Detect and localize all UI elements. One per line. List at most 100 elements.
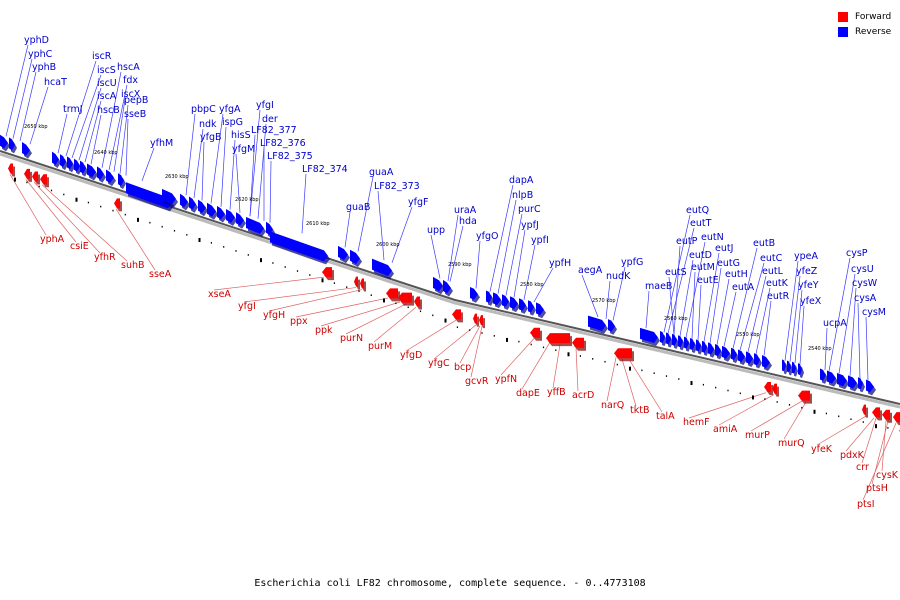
reverse-gene-arrow <box>246 217 264 234</box>
reverse-label-leader <box>249 109 261 217</box>
minor-tick <box>247 254 249 256</box>
reverse-gene-label: eutH <box>725 269 748 280</box>
reverse-gene-arrow <box>666 332 671 345</box>
forward-gene-arrow <box>882 409 890 420</box>
reverse-gene-label: yfgB <box>200 132 222 143</box>
reverse-label-leader <box>784 260 799 361</box>
forward-gene-label: tktB <box>630 405 649 416</box>
reverse-label-leader <box>201 141 205 201</box>
reverse-gene-label: eutA <box>732 282 755 293</box>
forward-gene-arrow <box>530 327 540 338</box>
minor-tick <box>530 343 532 346</box>
reverse-label-leader <box>523 244 536 300</box>
reverse-gene-arrow <box>678 335 683 348</box>
forward-gene-label: murQ <box>778 438 805 449</box>
minor-tick <box>296 270 299 272</box>
reverse-label-leader <box>849 287 857 376</box>
reverse-label-leader <box>865 316 869 381</box>
forward-gene-label: yfhR <box>94 252 116 263</box>
minor-tick <box>309 274 311 276</box>
reverse-gene-arrow <box>9 137 15 151</box>
minor-tick <box>825 412 827 415</box>
reverse-gene-arrow <box>746 351 753 364</box>
minor-tick <box>481 332 483 334</box>
reverse-label-leader <box>257 123 267 219</box>
minor-tick <box>333 282 335 284</box>
forward-gene-arrow <box>764 382 771 393</box>
reverse-gene-label: iscS <box>97 65 116 76</box>
minor-tick <box>38 185 40 188</box>
reverse-gene-label: LF82_374 <box>302 164 348 175</box>
reverse-gene-label: ypeA <box>794 251 818 262</box>
reverse-gene-arrow <box>827 370 836 384</box>
reverse-label-leader <box>449 225 464 282</box>
scale-label: 2590 kbp <box>448 262 472 268</box>
reverse-gene-arrow <box>126 182 172 209</box>
reverse-gene-arrow <box>372 258 392 277</box>
forward-gene-label: ptsH <box>866 483 888 494</box>
minor-tick <box>370 294 372 296</box>
forward-gene-label: gcvR <box>465 376 489 387</box>
reverse-label-leader <box>119 104 129 174</box>
reverse-gene-arrow <box>338 245 348 261</box>
reverse-gene-label: eutD <box>689 250 712 261</box>
reverse-gene-arrow <box>702 340 707 353</box>
forward-gene-label: yfgH <box>263 310 285 321</box>
forward-label-leader <box>606 357 617 402</box>
reverse-gene-arrow <box>731 347 737 361</box>
forward-label-leader <box>750 400 803 432</box>
reverse-gene-label: yfgA <box>219 104 241 115</box>
reverse-label-leader <box>489 184 514 292</box>
reverse-gene-label: yfeX <box>800 296 822 307</box>
forward-gene-label: amiA <box>713 424 738 435</box>
reverse-gene-arrow <box>266 221 273 236</box>
forward-label-leader <box>629 360 663 413</box>
minor-tick <box>579 355 581 357</box>
reverse-gene-arrow <box>798 363 802 376</box>
forward-gene-label: cysK <box>876 470 899 481</box>
reverse-gene-arrows <box>0 134 876 396</box>
reverse-gene-arrow <box>787 360 791 373</box>
forward-label-leader <box>470 326 483 378</box>
major-tick <box>813 409 816 414</box>
reverse-gene-label: cysP <box>846 248 868 259</box>
reverse-gene-arrow <box>696 339 701 352</box>
forward-gene-label: ypfN <box>495 374 517 385</box>
major-tick <box>14 177 16 182</box>
major-tick <box>875 424 877 429</box>
reverse-gene-label: eutC <box>760 253 783 264</box>
reverse-gene-arrow <box>738 349 745 363</box>
major-tick <box>321 278 324 283</box>
forward-label-leader <box>320 301 401 327</box>
reverse-label-leader <box>747 275 767 353</box>
reverse-label-leader <box>755 287 771 354</box>
forward-label-leader <box>459 325 481 364</box>
minor-tick <box>678 378 680 380</box>
minor-tick <box>395 302 397 305</box>
reverse-label-leader <box>229 139 236 210</box>
reverse-gene-label: ndk <box>199 119 217 130</box>
reverse-gene-arrow <box>52 151 59 165</box>
reverse-gene-arrow <box>80 160 86 174</box>
forward-label-leader <box>268 289 363 312</box>
forward-swatch <box>838 11 848 22</box>
forward-label-leader <box>862 422 897 501</box>
reverse-gene-label: ypfH <box>549 258 571 269</box>
forward-gene-arrow <box>473 313 477 324</box>
reverse-gene-arrow <box>528 300 534 313</box>
reverse-gene-arrow <box>536 302 544 316</box>
forward-label-leader <box>881 420 887 472</box>
reverse-label-leader <box>430 234 441 279</box>
forward-gene-label: purN <box>340 333 363 344</box>
reverse-gene-arrow <box>640 327 658 344</box>
reverse-label-leader <box>763 300 772 356</box>
forward-gene-label: crr <box>856 462 869 473</box>
reverse-label-leader <box>125 118 129 176</box>
reverse-gene-label: yphB <box>32 62 56 73</box>
reverse-gene-arrow <box>22 142 30 156</box>
major-tick <box>383 298 385 303</box>
reverse-gene-label: yphD <box>24 35 49 46</box>
major-tick <box>752 395 754 400</box>
reverse-gene-label: uraA <box>454 205 477 216</box>
forward-label-leader <box>213 276 325 291</box>
